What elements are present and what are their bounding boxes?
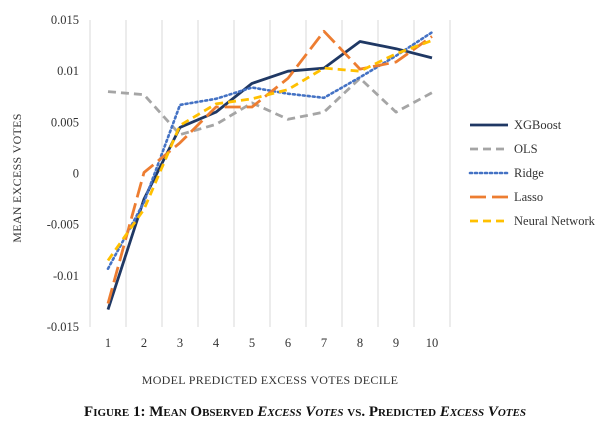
y-tick-label: -0.005 xyxy=(47,218,79,232)
x-tick-label: 7 xyxy=(321,336,327,350)
y-axis-ticks: -0.015 -0.01 -0.005 0 0.005 0.01 0.015 xyxy=(47,13,79,334)
caption-text-2: vs. Predicted xyxy=(343,404,440,420)
x-axis-title: MODEL PREDICTED EXCESS VOTES DECILE xyxy=(142,373,399,387)
caption-emphasis-2: Excess Votes xyxy=(439,404,526,420)
y-tick-label: -0.015 xyxy=(47,320,79,334)
y-tick-label: 0.01 xyxy=(57,64,79,78)
series-line-ols xyxy=(107,76,433,137)
x-tick-label: 3 xyxy=(177,336,183,350)
x-tick-label: 9 xyxy=(393,336,399,350)
y-tick-label: 0.015 xyxy=(51,13,79,27)
legend-label-lasso: Lasso xyxy=(514,190,543,204)
legend-label-neural-network: Neural Network xyxy=(514,214,596,228)
x-tick-label: 8 xyxy=(357,336,363,350)
series-lines xyxy=(106,29,434,311)
legend-label-ols: OLS xyxy=(514,142,538,156)
x-axis-ticks: 1 2 3 4 5 6 7 8 9 10 xyxy=(105,336,438,350)
figure-caption: Figure 1: Mean Observed Excess Votes vs.… xyxy=(0,404,610,421)
caption-text-1: Figure 1: Mean Observed xyxy=(84,404,258,420)
legend: XGBoost OLS Ridge Lasso Neural Network xyxy=(468,118,596,228)
legend-label-xgboost: XGBoost xyxy=(514,118,562,132)
line-chart: -0.015 -0.01 -0.005 0 0.005 0.01 0.015 1 2 3 4 5 6 7… xyxy=(10,13,596,387)
y-tick-label: 0.005 xyxy=(51,115,79,129)
series-line-lasso xyxy=(106,29,433,304)
x-tick-label: 10 xyxy=(426,336,439,350)
x-tick-label: 4 xyxy=(213,336,220,350)
caption-emphasis-1: Excess Votes xyxy=(257,404,344,420)
legend-label-ridge: Ridge xyxy=(514,166,544,180)
y-tick-label: 0 xyxy=(73,167,79,181)
x-tick-label: 6 xyxy=(285,336,291,350)
x-tick-label: 2 xyxy=(141,336,147,350)
series-line-xgboost xyxy=(106,40,433,311)
y-axis-title: MEAN EXCESS VOTES xyxy=(10,113,24,243)
gridlines xyxy=(89,20,451,327)
y-tick-label: -0.01 xyxy=(53,269,79,283)
series-line-neural-network xyxy=(106,39,433,262)
x-tick-label: 5 xyxy=(249,336,255,350)
x-tick-label: 1 xyxy=(105,336,111,350)
